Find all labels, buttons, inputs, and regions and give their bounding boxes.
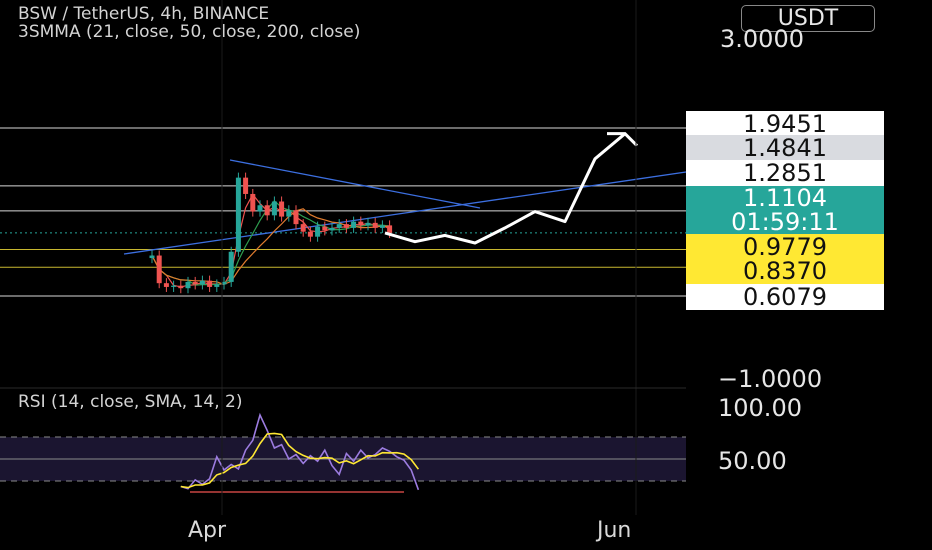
level-box-4: 0.9779 <box>686 234 884 260</box>
rsi-ma-line <box>180 432 420 489</box>
price-series <box>149 172 393 294</box>
candle-body <box>336 224 342 228</box>
ma-fast-line <box>151 193 390 288</box>
indicator-legend: 3SMMA (21, close, 50, close, 200, close) <box>18 22 361 42</box>
candle-body <box>199 280 205 285</box>
candle-body <box>250 193 256 212</box>
level-box-5: 0.8370 <box>686 258 884 284</box>
rsi-pane <box>0 0 686 515</box>
moving-averages <box>151 193 390 288</box>
resistance-trendline <box>229 159 481 209</box>
candle-body <box>293 210 299 225</box>
level-box-1: 1.9451 <box>686 111 884 137</box>
candle-body <box>214 284 220 287</box>
candle-body <box>243 177 249 194</box>
candle-body <box>358 221 364 226</box>
ma-slow-line <box>151 208 390 286</box>
candle-body <box>315 226 321 237</box>
current-price-box: 1.1104 01:59:11 <box>686 186 884 234</box>
projection-arrowhead <box>607 132 639 147</box>
candle-body <box>343 224 349 228</box>
candle-body <box>387 225 393 233</box>
candle-body <box>228 251 234 282</box>
candle-body <box>271 201 277 216</box>
candle-body <box>300 224 306 232</box>
level-box-2: 1.4841 <box>686 135 884 161</box>
candle-body <box>257 205 263 212</box>
candle-body <box>329 227 335 231</box>
candle-body <box>279 201 285 217</box>
candle-body <box>178 285 184 289</box>
projection-line <box>384 132 626 245</box>
candle-body <box>156 255 162 284</box>
level-box-3: 1.2851 <box>686 160 884 186</box>
currency-button[interactable]: USDT <box>741 5 875 32</box>
triangle-trendlines <box>123 159 687 255</box>
rsi-line <box>180 412 420 491</box>
time-label-jun: Jun <box>597 518 632 543</box>
ma-mid-line <box>151 200 390 286</box>
candle-body <box>379 225 385 228</box>
candle-body <box>235 177 241 252</box>
horizontal-levels <box>0 127 686 297</box>
symbol-title: BSW / TetherUS, 4h, BINANCE <box>18 4 270 24</box>
candle-body <box>185 281 191 289</box>
candle-body <box>351 221 357 228</box>
price-axis-top: 3.0000 <box>720 25 804 53</box>
rsi-legend: RSI (14, close, SMA, 14, 2) <box>18 392 243 412</box>
current-price-value: 1.1104 <box>743 184 827 212</box>
rsi-axis-mid: 50.00 <box>718 447 787 475</box>
candle-body <box>372 222 378 228</box>
candle-body <box>221 281 227 285</box>
candle-body <box>307 231 313 237</box>
candle-body <box>286 210 292 217</box>
candle-body <box>207 280 213 287</box>
time-label-apr: Apr <box>188 518 227 543</box>
candle-body <box>163 283 169 287</box>
candle-body <box>264 205 270 216</box>
candle-body <box>365 222 371 226</box>
candle-countdown: 01:59:11 <box>731 208 839 236</box>
candle-body <box>171 285 177 287</box>
candle-body <box>192 281 198 285</box>
candle-body <box>322 226 328 231</box>
projected-path <box>384 132 639 245</box>
price-axis-bottom: −1.0000 <box>718 365 823 393</box>
candle-body <box>149 255 155 259</box>
level-box-6: 0.6079 <box>686 284 884 310</box>
support-trendline <box>123 171 687 255</box>
rsi-axis-top: 100.00 <box>718 394 802 422</box>
